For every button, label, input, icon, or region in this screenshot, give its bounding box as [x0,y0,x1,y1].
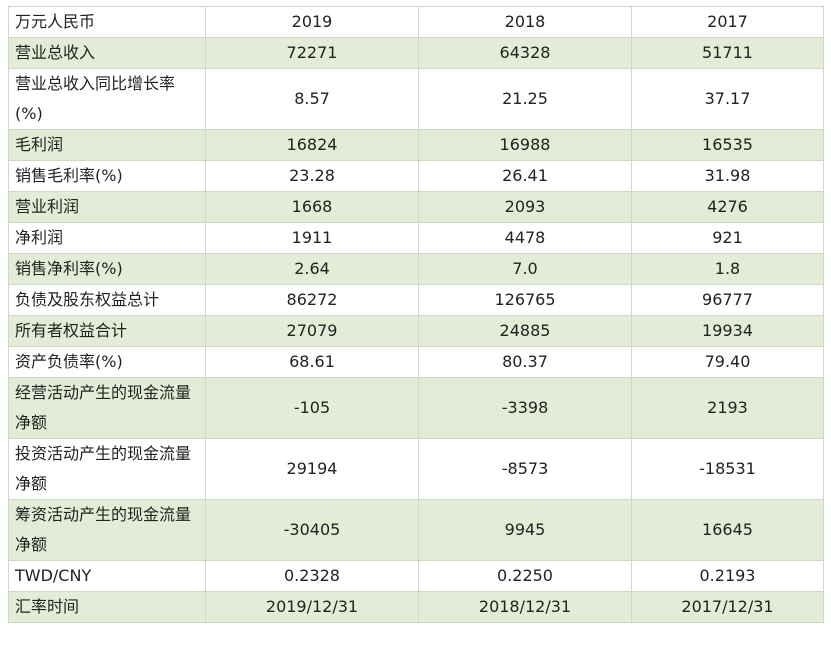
row-value-2019: 23.28 [205,160,419,192]
row-value-2018: 21.25 [418,68,632,130]
row-value-2018: 0.2250 [418,560,632,592]
row-value-2017: 31.98 [631,160,824,192]
row-label: 营业利润 [8,191,206,223]
row-value-2017: 96777 [631,284,824,316]
row-value-2017: 4276 [631,191,824,223]
row-value-2017: 51711 [631,37,824,69]
row-value-2018: 2093 [418,191,632,223]
row-value-2019: 68.61 [205,346,419,378]
row-value-2017: 2193 [631,377,824,439]
table-row: 营业总收入 72271 64328 51711 [8,37,824,69]
row-value-2018: -8573 [418,438,632,500]
row-label: 经营活动产生的现金流量净额 [8,377,206,439]
row-label: 销售净利率(%) [8,253,206,285]
table-row: 营业总收入同比增长率(%) 8.57 21.25 37.17 [8,68,824,130]
row-value-2019: 2.64 [205,253,419,285]
financial-table-container: 万元人民币 2019 2018 2017 营业总收入 72271 64328 5… [8,6,824,623]
table-row: 营业利润 1668 2093 4276 [8,191,824,223]
row-value-2019: 72271 [205,37,419,69]
table-row: TWD/CNY 0.2328 0.2250 0.2193 [8,560,824,592]
table-row: 净利润 1911 4478 921 [8,222,824,254]
row-value-2019: -105 [205,377,419,439]
table-row: 毛利润 16824 16988 16535 [8,129,824,161]
row-value-2018: 64328 [418,37,632,69]
table-row: 投资活动产生的现金流量净额 29194 -8573 -18531 [8,438,824,500]
financial-summary-table: 万元人民币 2019 2018 2017 营业总收入 72271 64328 5… [8,6,824,623]
row-value-2017: 0.2193 [631,560,824,592]
row-value-2017: 19934 [631,315,824,347]
row-value-2018: 26.41 [418,160,632,192]
row-label: 毛利润 [8,129,206,161]
header-year-2017: 2017 [631,6,824,38]
row-value-2017: 16535 [631,129,824,161]
row-value-2018: 4478 [418,222,632,254]
row-value-2019: -30405 [205,499,419,561]
row-label: 净利润 [8,222,206,254]
table-row: 所有者权益合计 27079 24885 19934 [8,315,824,347]
row-label: 负债及股东权益总计 [8,284,206,316]
row-label: TWD/CNY [8,560,206,592]
table-row: 筹资活动产生的现金流量净额 -30405 9945 16645 [8,499,824,561]
row-value-2019: 1911 [205,222,419,254]
row-value-2019: 86272 [205,284,419,316]
table-row: 负债及股东权益总计 86272 126765 96777 [8,284,824,316]
row-value-2017: 2017/12/31 [631,591,824,623]
row-value-2018: 9945 [418,499,632,561]
row-value-2017: 37.17 [631,68,824,130]
row-value-2019: 16824 [205,129,419,161]
row-value-2017: 16645 [631,499,824,561]
row-value-2019: 1668 [205,191,419,223]
row-value-2018: -3398 [418,377,632,439]
row-value-2018: 126765 [418,284,632,316]
row-label: 所有者权益合计 [8,315,206,347]
row-value-2019: 27079 [205,315,419,347]
table-row: 销售毛利率(%) 23.28 26.41 31.98 [8,160,824,192]
table-row: 销售净利率(%) 2.64 7.0 1.8 [8,253,824,285]
row-label: 销售毛利率(%) [8,160,206,192]
row-value-2019: 0.2328 [205,560,419,592]
row-value-2018: 7.0 [418,253,632,285]
header-year-2018: 2018 [418,6,632,38]
table-row: 经营活动产生的现金流量净额 -105 -3398 2193 [8,377,824,439]
row-label: 资产负债率(%) [8,346,206,378]
row-value-2019: 29194 [205,438,419,500]
header-unit: 万元人民币 [8,6,206,38]
row-value-2017: 921 [631,222,824,254]
table-row: 资产负债率(%) 68.61 80.37 79.40 [8,346,824,378]
row-value-2017: -18531 [631,438,824,500]
row-value-2019: 2019/12/31 [205,591,419,623]
row-value-2018: 80.37 [418,346,632,378]
row-value-2017: 1.8 [631,253,824,285]
row-value-2019: 8.57 [205,68,419,130]
table-row: 汇率时间 2019/12/31 2018/12/31 2017/12/31 [8,591,824,623]
table-header-row: 万元人民币 2019 2018 2017 [8,6,824,38]
row-label: 筹资活动产生的现金流量净额 [8,499,206,561]
row-value-2017: 79.40 [631,346,824,378]
row-label: 汇率时间 [8,591,206,623]
row-label: 营业总收入同比增长率(%) [8,68,206,130]
row-value-2018: 24885 [418,315,632,347]
row-label: 投资活动产生的现金流量净额 [8,438,206,500]
row-value-2018: 2018/12/31 [418,591,632,623]
header-year-2019: 2019 [205,6,419,38]
row-label: 营业总收入 [8,37,206,69]
row-value-2018: 16988 [418,129,632,161]
